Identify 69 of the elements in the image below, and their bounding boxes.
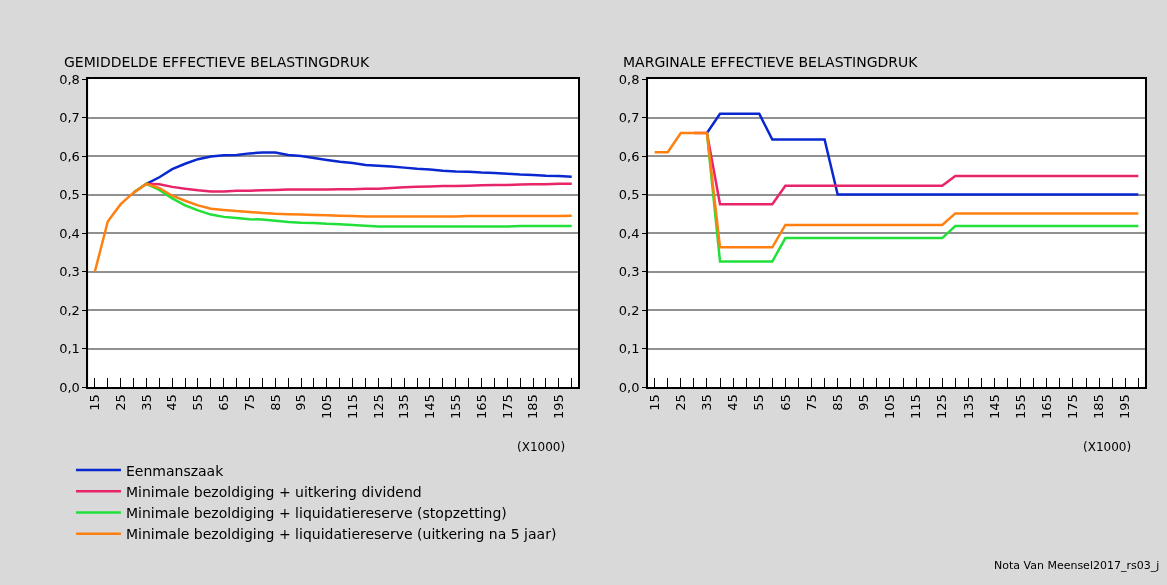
y-tick-label: 0,4 (59, 225, 80, 241)
x-tick-label: 75 (241, 394, 257, 411)
y-tick-label: 0,0 (618, 379, 640, 395)
line-series (705, 112, 1140, 196)
line-series (93, 182, 573, 273)
x-tick-label: 165 (473, 394, 489, 420)
x-tick-label: 195 (551, 394, 567, 420)
y-tick-label: 0,4 (618, 225, 640, 241)
x-tick-label: 105 (319, 394, 335, 420)
y-tick-label: 0,6 (59, 148, 80, 164)
x-tick-label: 45 (725, 394, 741, 411)
y-tick-label: 0,7 (618, 110, 640, 126)
x-tick-label: 25 (112, 394, 128, 411)
x-tick-label: 195 (1117, 394, 1133, 420)
x-tick-label: 15 (87, 394, 103, 411)
y-tick-label: 0,5 (618, 187, 640, 203)
x-tick-label: 55 (751, 394, 767, 411)
x-tick-label: 115 (344, 394, 360, 420)
x-tick-label: 95 (293, 394, 309, 411)
x-tick-label: 95 (856, 394, 872, 411)
x-tick-label: 125 (934, 394, 950, 420)
y-tick-label: 0,8 (618, 71, 640, 87)
chart-title: GEMIDDELDE EFFECTIEVE BELASTINGDRUK (64, 54, 370, 70)
x-tick-label: 185 (1091, 394, 1107, 420)
x-tick-label: 85 (267, 394, 283, 411)
y-tick-label: 0,7 (59, 110, 80, 126)
x-tick-label: 35 (699, 394, 715, 411)
x-tick-label: 75 (803, 394, 819, 411)
y-tick-label: 0,6 (618, 148, 640, 164)
y-tick-label: 0,3 (618, 264, 640, 280)
x-tick-label: 25 (673, 394, 689, 411)
y-tick-label: 0,1 (618, 341, 640, 357)
x-tick-label: 155 (1012, 394, 1028, 420)
legend-label: Minimale bezoldiging + liquidatiereserve (uitkering na 5 jaar) (125, 526, 557, 543)
text: Nota Van Meensel2017_rs03_j (994, 559, 1160, 572)
x-tick-label: 105 (882, 394, 898, 420)
y-tick-label: 0,3 (59, 264, 80, 280)
x-tick-label: 15 (646, 394, 662, 411)
x-tick-label: 145 (986, 394, 1002, 420)
x-tick-label: 35 (138, 394, 154, 411)
x-tick-label: 115 (908, 394, 924, 420)
x-tick-label: 185 (525, 394, 541, 420)
x-tick-label: 45 (164, 394, 180, 411)
y-tick-label: 0,2 (618, 302, 640, 318)
text: (X1000) (517, 440, 566, 454)
x-tick-label: 85 (829, 394, 845, 411)
line-series (653, 131, 1140, 249)
y-tick-label: 0,0 (59, 379, 80, 395)
x-tick-label: 175 (499, 394, 515, 420)
x-tick-label: 65 (777, 394, 793, 411)
x-tick-label: 155 (447, 394, 463, 420)
chart-title: MARGINALE EFFECTIEVE BELASTINGDRUK (623, 54, 919, 70)
x-tick-label: 135 (396, 394, 412, 420)
legend-label: Minimale bezoldiging + liquidatiereserve (stopzetting) (125, 504, 507, 521)
x-tick-label: 65 (216, 394, 231, 411)
legend-label: Minimale bezoldiging + uitkering dividend (125, 483, 422, 500)
y-tick-label: 0,2 (59, 302, 80, 318)
x-tick-label: 55 (190, 394, 206, 411)
x-tick-label: 125 (370, 394, 386, 420)
legend-label: Eenmanszaak (125, 462, 225, 479)
x-tick-label: 145 (422, 394, 438, 420)
x-tick-label: 135 (960, 394, 976, 420)
y-tick-label: 0,1 (59, 341, 80, 357)
x-tick-label: 175 (1065, 394, 1081, 420)
line-series (145, 151, 573, 186)
text: (X1000) (1083, 440, 1132, 454)
y-tick-label: 0,8 (59, 71, 80, 87)
y-tick-label: 0,5 (59, 187, 80, 203)
x-tick-label: 165 (1039, 394, 1055, 420)
